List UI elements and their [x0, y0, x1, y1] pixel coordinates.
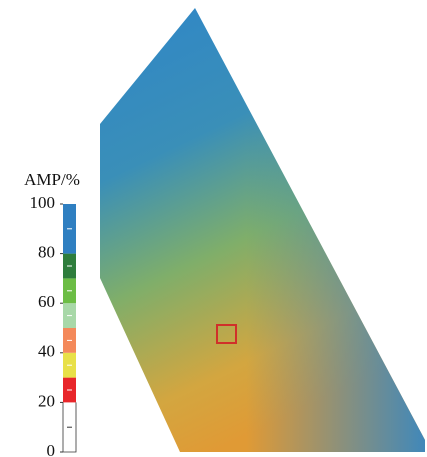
y-tick-label: 60	[38, 292, 55, 311]
y-tick-label: 100	[30, 193, 56, 212]
chart: AMP/% 0 20 40 60 80 100	[0, 0, 427, 457]
colorbar-title: AMP/%	[24, 170, 80, 189]
page: AMP/% 020406080100 (() => { const data =…	[0, 0, 427, 457]
y-tick-label: 0	[47, 441, 56, 457]
y-tick-label: 80	[38, 243, 55, 262]
scan-overlay	[100, 8, 425, 452]
y-tick-label: 20	[38, 391, 55, 410]
y-tick-label: 40	[38, 342, 55, 361]
